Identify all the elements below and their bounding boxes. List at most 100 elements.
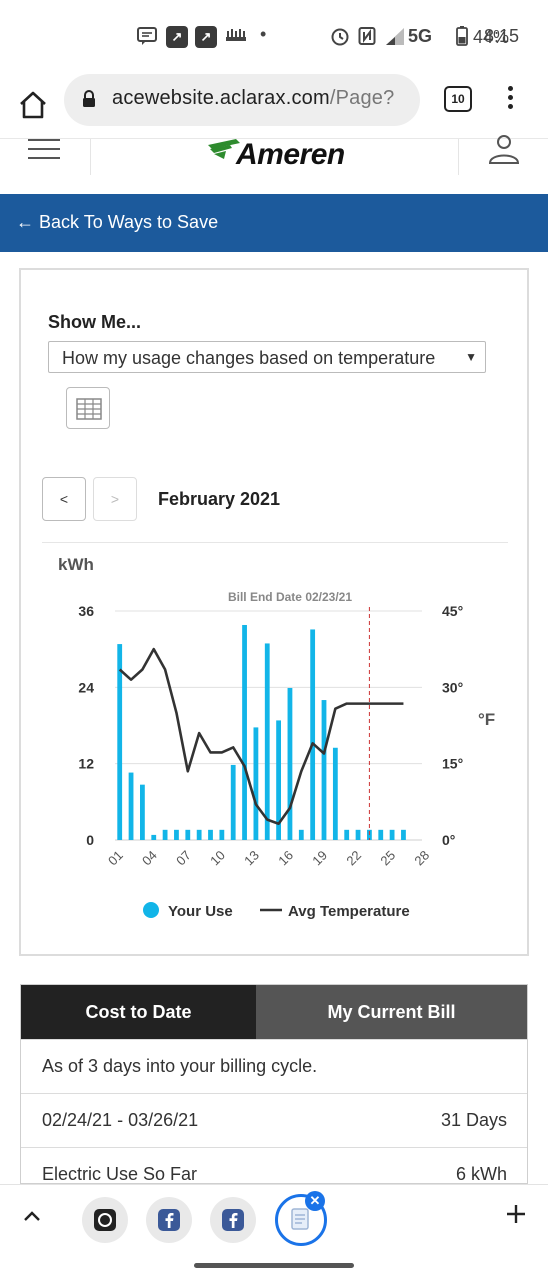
bill-end-annotation: Bill End Date 02/23/21 (228, 590, 352, 604)
chart-divider (42, 542, 508, 543)
show-me-dropdown[interactable]: How my usage changes based on temperatur… (48, 341, 486, 373)
lock-icon (82, 90, 96, 107)
y-tick-label: 36 (78, 603, 94, 619)
usage-bar (230, 764, 236, 840)
y2-axis-unit-label: °F (478, 710, 495, 729)
app-tab-icon (94, 1209, 116, 1231)
electric-use-value: 6 kWh (455, 1164, 507, 1184)
x-tick-label: 04 (139, 848, 160, 869)
x-tick-label: 16 (275, 848, 296, 869)
chart-axes: 0 12 24 36 0° 15° 30° 45° 01 04 07 10 13 16 19 22 25 28 (78, 603, 463, 868)
x-tick-label: 19 (309, 848, 330, 869)
usage-bar (185, 829, 191, 840)
usage-chart-card: Show Me... How my usage changes based on… (19, 268, 529, 956)
back-to-ways-to-save-link[interactable]: ← Back To Ways to Save (16, 212, 219, 232)
url-path: /Page? (329, 87, 395, 109)
back-bar: ← Back To Ways to Save (0, 194, 548, 252)
usage-bar (310, 629, 316, 840)
facebook-icon (222, 1209, 244, 1231)
usage-bar (276, 720, 281, 840)
date-range-row: 02/24/21 - 03/26/21 31 Days (21, 1093, 527, 1147)
gesture-navigation-bar[interactable] (194, 1263, 354, 1268)
usage-bar (219, 829, 225, 840)
legend-your-use-swatch (143, 902, 159, 918)
x-tick-label: 01 (105, 848, 126, 869)
y-tick-label: 0 (86, 832, 94, 848)
x-tick-label: 07 (173, 848, 194, 869)
signal-icon (384, 25, 406, 52)
home-icon[interactable] (14, 86, 52, 124)
temperature-line (118, 647, 404, 826)
usage-bar (196, 829, 202, 840)
temperature-line-group (118, 647, 404, 826)
site-header: Ameren (0, 135, 548, 195)
next-month-button[interactable]: > (93, 477, 137, 521)
browser-bottom-bar: ✕ (0, 1184, 548, 1281)
clock: 8:15 (484, 26, 520, 46)
usage-bar (151, 834, 157, 840)
address-bar[interactable]: acewebsite.aclarax.com/Page? (64, 74, 420, 126)
y-tick-label: 12 (78, 756, 94, 772)
usage-bar (208, 829, 213, 840)
tab-switcher-button[interactable]: 10 (444, 86, 472, 112)
tab-cost-to-date[interactable]: Cost to Date (21, 985, 256, 1039)
dropdown-caret-icon: ▼ (465, 350, 477, 364)
browser-toolbar: acewebsite.aclarax.com/Page? 10 (0, 74, 548, 138)
usage-bar (378, 829, 384, 840)
x-tick-label: 28 (411, 848, 432, 869)
usage-bar (242, 624, 247, 840)
tab-my-current-bill[interactable]: My Current Bill (256, 985, 527, 1039)
bill-summary-card: Cost to Date My Current Bill As of 3 day… (20, 984, 528, 1184)
tab-thumbnail[interactable] (146, 1197, 192, 1243)
usage-bar (128, 772, 134, 840)
header-divider (458, 139, 459, 175)
battery-indicator: 44% (456, 26, 509, 48)
usage-bar (117, 644, 123, 840)
electric-use-row: Electric Use So Far 6 kWh (21, 1147, 527, 1184)
usage-bar (287, 687, 293, 840)
month-label: February 2021 (158, 489, 281, 509)
usage-bar (321, 700, 327, 840)
usage-bar (344, 829, 350, 840)
show-me-label: Show Me... (48, 312, 142, 332)
app-icon: ↗ (195, 26, 217, 48)
usage-bar (355, 829, 361, 840)
billing-cycle-row: As of 3 days into your billing cycle. (21, 1039, 527, 1093)
new-tab-plus-icon[interactable] (505, 1203, 527, 1225)
y-axis-unit-label: kWh (58, 555, 94, 574)
electric-use-label: Electric Use So Far (42, 1164, 198, 1184)
active-tab-thumbnail[interactable] (275, 1194, 327, 1246)
cycle-days: 31 Days (440, 1110, 507, 1130)
alarm-icon (330, 25, 350, 52)
nfc-icon (358, 25, 376, 52)
table-view-button[interactable] (66, 387, 110, 429)
logo-swoosh-icon (208, 139, 240, 159)
usage-bar (253, 727, 259, 840)
user-account-icon[interactable] (486, 133, 522, 165)
legend-your-use-label: Your Use (168, 903, 233, 920)
logo-text: Ameren (236, 138, 345, 171)
tab-thumbnail[interactable] (210, 1197, 256, 1243)
x-tick-label: 13 (241, 848, 262, 869)
previous-month-button[interactable]: < (42, 477, 86, 521)
hamburger-menu-icon[interactable] (28, 139, 60, 161)
usage-bar (332, 747, 338, 840)
y2-tick-label: 15° (442, 756, 463, 772)
close-tab-icon[interactable]: ✕ (305, 1191, 325, 1211)
chevron-up-icon[interactable] (22, 1209, 42, 1223)
y-tick-label: 24 (78, 679, 94, 695)
ameren-logo[interactable]: Ameren (206, 138, 346, 173)
usage-bar (264, 643, 270, 840)
url-text: acewebsite.aclarax.com/Page? (112, 87, 394, 110)
header-divider (90, 139, 91, 175)
usage-bar (298, 829, 304, 840)
show-me-selected-option: How my usage changes based on temperatur… (62, 348, 436, 368)
usage-bar (174, 829, 179, 840)
battery-percent: 44% (473, 27, 510, 47)
y2-tick-label: 45° (442, 603, 463, 619)
x-tick-label: 10 (207, 848, 228, 869)
message-icon (136, 25, 158, 52)
overflow-menu-icon[interactable] (500, 82, 520, 118)
document-icon (291, 1208, 309, 1230)
tab-thumbnail[interactable] (82, 1197, 128, 1243)
